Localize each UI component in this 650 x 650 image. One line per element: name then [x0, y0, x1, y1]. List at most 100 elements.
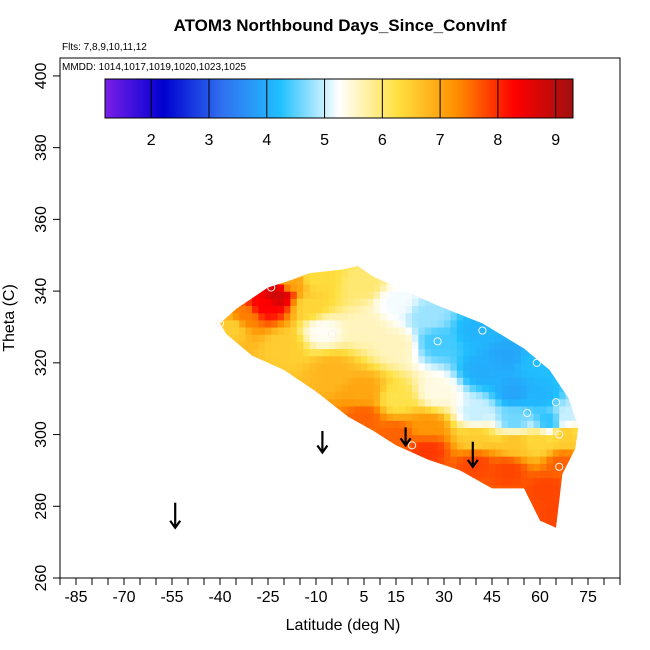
field-cell: [373, 434, 381, 443]
field-cell: [431, 470, 439, 479]
field-cell: [437, 276, 445, 285]
field-cell: [540, 499, 547, 507]
field-cell: [412, 384, 419, 393]
field-cell: [412, 528, 419, 536]
field-cell: [348, 377, 355, 385]
field-cell: [444, 326, 451, 335]
field-cell: [431, 326, 439, 335]
field-cell: [495, 434, 503, 443]
field-cell: [501, 377, 509, 385]
field-cell: [226, 312, 234, 321]
field-cell: [220, 355, 221, 364]
field-cell: [348, 255, 355, 263]
field-cell: [533, 413, 541, 421]
field-cell: [386, 319, 394, 328]
field-cell: [252, 319, 259, 328]
field-cell: [463, 334, 471, 342]
field-cell: [527, 520, 535, 528]
field-cell: [527, 348, 535, 357]
field-cell: [470, 528, 477, 536]
field-cell: [565, 334, 573, 342]
field-cell: [457, 528, 464, 536]
field-cell: [533, 291, 541, 299]
field-cell: [220, 398, 221, 407]
field-cell: [335, 528, 342, 536]
field-cell: [348, 456, 355, 464]
field-cell: [245, 312, 253, 321]
field-cell: [258, 355, 266, 364]
field-cell: [239, 291, 247, 299]
field-cell: [508, 298, 515, 307]
field-cell: [296, 477, 304, 486]
field-cell: [488, 269, 496, 278]
field-cell: [386, 291, 394, 299]
field-cell: [303, 355, 311, 364]
field-cell: [456, 291, 464, 299]
field-cell: [226, 276, 234, 285]
field-cell: [245, 520, 253, 528]
field-cell: [386, 348, 394, 357]
field-cell: [565, 441, 573, 450]
field-cell: [514, 413, 522, 421]
field-cell: [239, 484, 247, 493]
field-cell: [424, 283, 432, 292]
field-cell: [309, 326, 317, 335]
field-cell: [565, 448, 573, 457]
field-cell: [450, 420, 458, 428]
field-cell: [456, 405, 464, 414]
field-cell: [303, 506, 311, 515]
field-cell: [220, 384, 227, 393]
field-cell: [290, 405, 298, 414]
field-cell: [328, 506, 336, 515]
field-cell: [527, 326, 535, 335]
field-cell: [239, 477, 247, 486]
field-cell: [463, 491, 471, 500]
field-cell: [418, 326, 426, 335]
field-cell: [450, 448, 458, 457]
field-cell: [316, 341, 323, 350]
field-cell: [373, 276, 381, 285]
field-cell: [533, 484, 541, 493]
field-cell: [258, 470, 266, 479]
field-cell: [424, 456, 432, 464]
field-cell: [232, 341, 240, 350]
field-cell: [277, 441, 285, 450]
field-cell: [367, 470, 375, 479]
field-cell: [277, 491, 285, 500]
field-cell: [271, 362, 279, 371]
field-cell: [546, 456, 554, 464]
field-cell: [252, 362, 259, 371]
field-cell: [335, 491, 343, 500]
field-cell: [456, 441, 464, 450]
field-cell: [437, 506, 445, 515]
field-cell: [578, 320, 585, 328]
field-cell: [578, 470, 585, 478]
field-cell: [463, 341, 471, 350]
field-cell: [412, 520, 419, 528]
field-cell: [546, 326, 554, 335]
field-cell: [348, 276, 355, 285]
field-cell: [482, 470, 490, 479]
field-cell: [335, 499, 343, 507]
field-cell: [354, 362, 362, 371]
field-cell: [469, 513, 477, 522]
field-cell: [514, 362, 522, 371]
field-cell: [354, 341, 362, 350]
field-cell: [284, 384, 291, 393]
field-cell: [278, 255, 285, 263]
field-cell: [226, 398, 234, 407]
field-cell: [501, 513, 509, 522]
field-cell: [258, 434, 266, 443]
field-cell: [495, 377, 503, 385]
field-cell: [239, 326, 247, 335]
field-cell: [501, 477, 509, 486]
field-cell: [450, 513, 458, 522]
field-cell: [476, 266, 483, 271]
field-cell: [514, 448, 522, 457]
field-cell: [495, 441, 503, 450]
field-cell: [367, 520, 375, 528]
field-cell: [214, 528, 221, 536]
field-cell: [508, 506, 515, 515]
field-cell: [271, 377, 279, 385]
field-cell: [354, 305, 362, 314]
